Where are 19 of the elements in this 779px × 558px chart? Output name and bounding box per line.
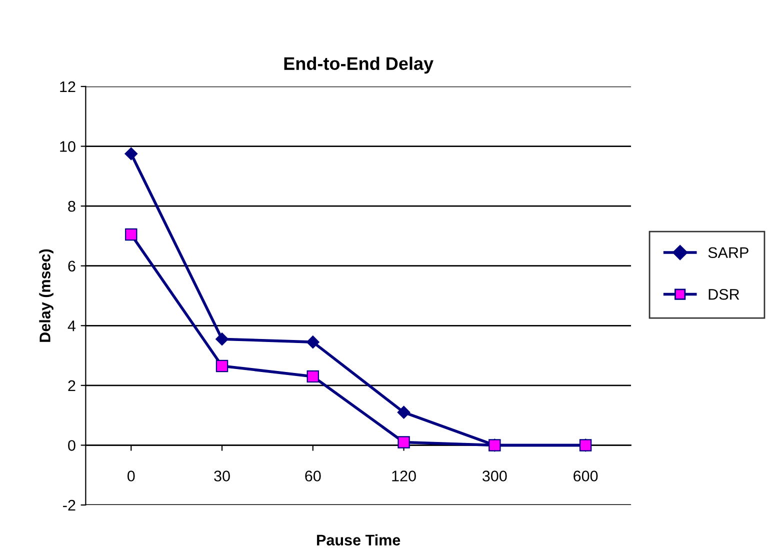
x-axis-title: Pause Time bbox=[317, 534, 400, 546]
x-tick-label: 300 bbox=[482, 470, 507, 482]
legend-label: DSR bbox=[708, 288, 740, 300]
y-tick-label: 4 bbox=[68, 320, 76, 332]
y-tick-label: 8 bbox=[68, 200, 76, 212]
y-tick-label: 0 bbox=[68, 440, 76, 451]
x-tick-label: 60 bbox=[305, 470, 321, 482]
y-tick-label: -2 bbox=[63, 500, 76, 511]
y-tick-label: 6 bbox=[68, 260, 76, 272]
y-tick-label: 10 bbox=[60, 141, 76, 152]
y-axis-title: Delay (msec) bbox=[39, 249, 54, 342]
x-tick-label: 0 bbox=[127, 470, 135, 482]
y-tick-label: 2 bbox=[68, 380, 76, 391]
x-tick-label: 30 bbox=[214, 470, 230, 482]
legend-label: SARP bbox=[708, 247, 748, 258]
chart-title: End-to-End Delay bbox=[284, 56, 434, 74]
x-tick-label: 600 bbox=[574, 470, 598, 482]
y-tick-label: 12 bbox=[60, 81, 76, 92]
x-tick-label: 120 bbox=[392, 470, 416, 482]
